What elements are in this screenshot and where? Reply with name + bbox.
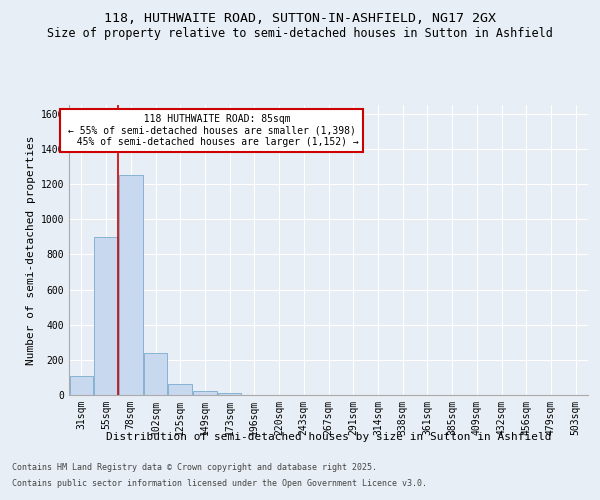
Y-axis label: Number of semi-detached properties: Number of semi-detached properties: [26, 135, 37, 365]
Text: Contains public sector information licensed under the Open Government Licence v3: Contains public sector information licen…: [12, 478, 427, 488]
Bar: [169, 384, 192, 395]
Bar: [94, 237, 118, 395]
Text: Size of property relative to semi-detached houses in Sutton in Ashfield: Size of property relative to semi-detach…: [47, 28, 553, 40]
Bar: [119, 176, 143, 395]
Text: Distribution of semi-detached houses by size in Sutton in Ashfield: Distribution of semi-detached houses by …: [106, 432, 551, 442]
Bar: [144, 353, 167, 395]
Text: Contains HM Land Registry data © Crown copyright and database right 2025.: Contains HM Land Registry data © Crown c…: [12, 464, 377, 472]
Bar: [218, 393, 241, 395]
Text: 118 HUTHWAITE ROAD: 85sqm
← 55% of semi-detached houses are smaller (1,398)
  45: 118 HUTHWAITE ROAD: 85sqm ← 55% of semi-…: [65, 114, 359, 147]
Bar: [193, 392, 217, 395]
Bar: [70, 376, 93, 395]
Text: 118, HUTHWAITE ROAD, SUTTON-IN-ASHFIELD, NG17 2GX: 118, HUTHWAITE ROAD, SUTTON-IN-ASHFIELD,…: [104, 12, 496, 26]
